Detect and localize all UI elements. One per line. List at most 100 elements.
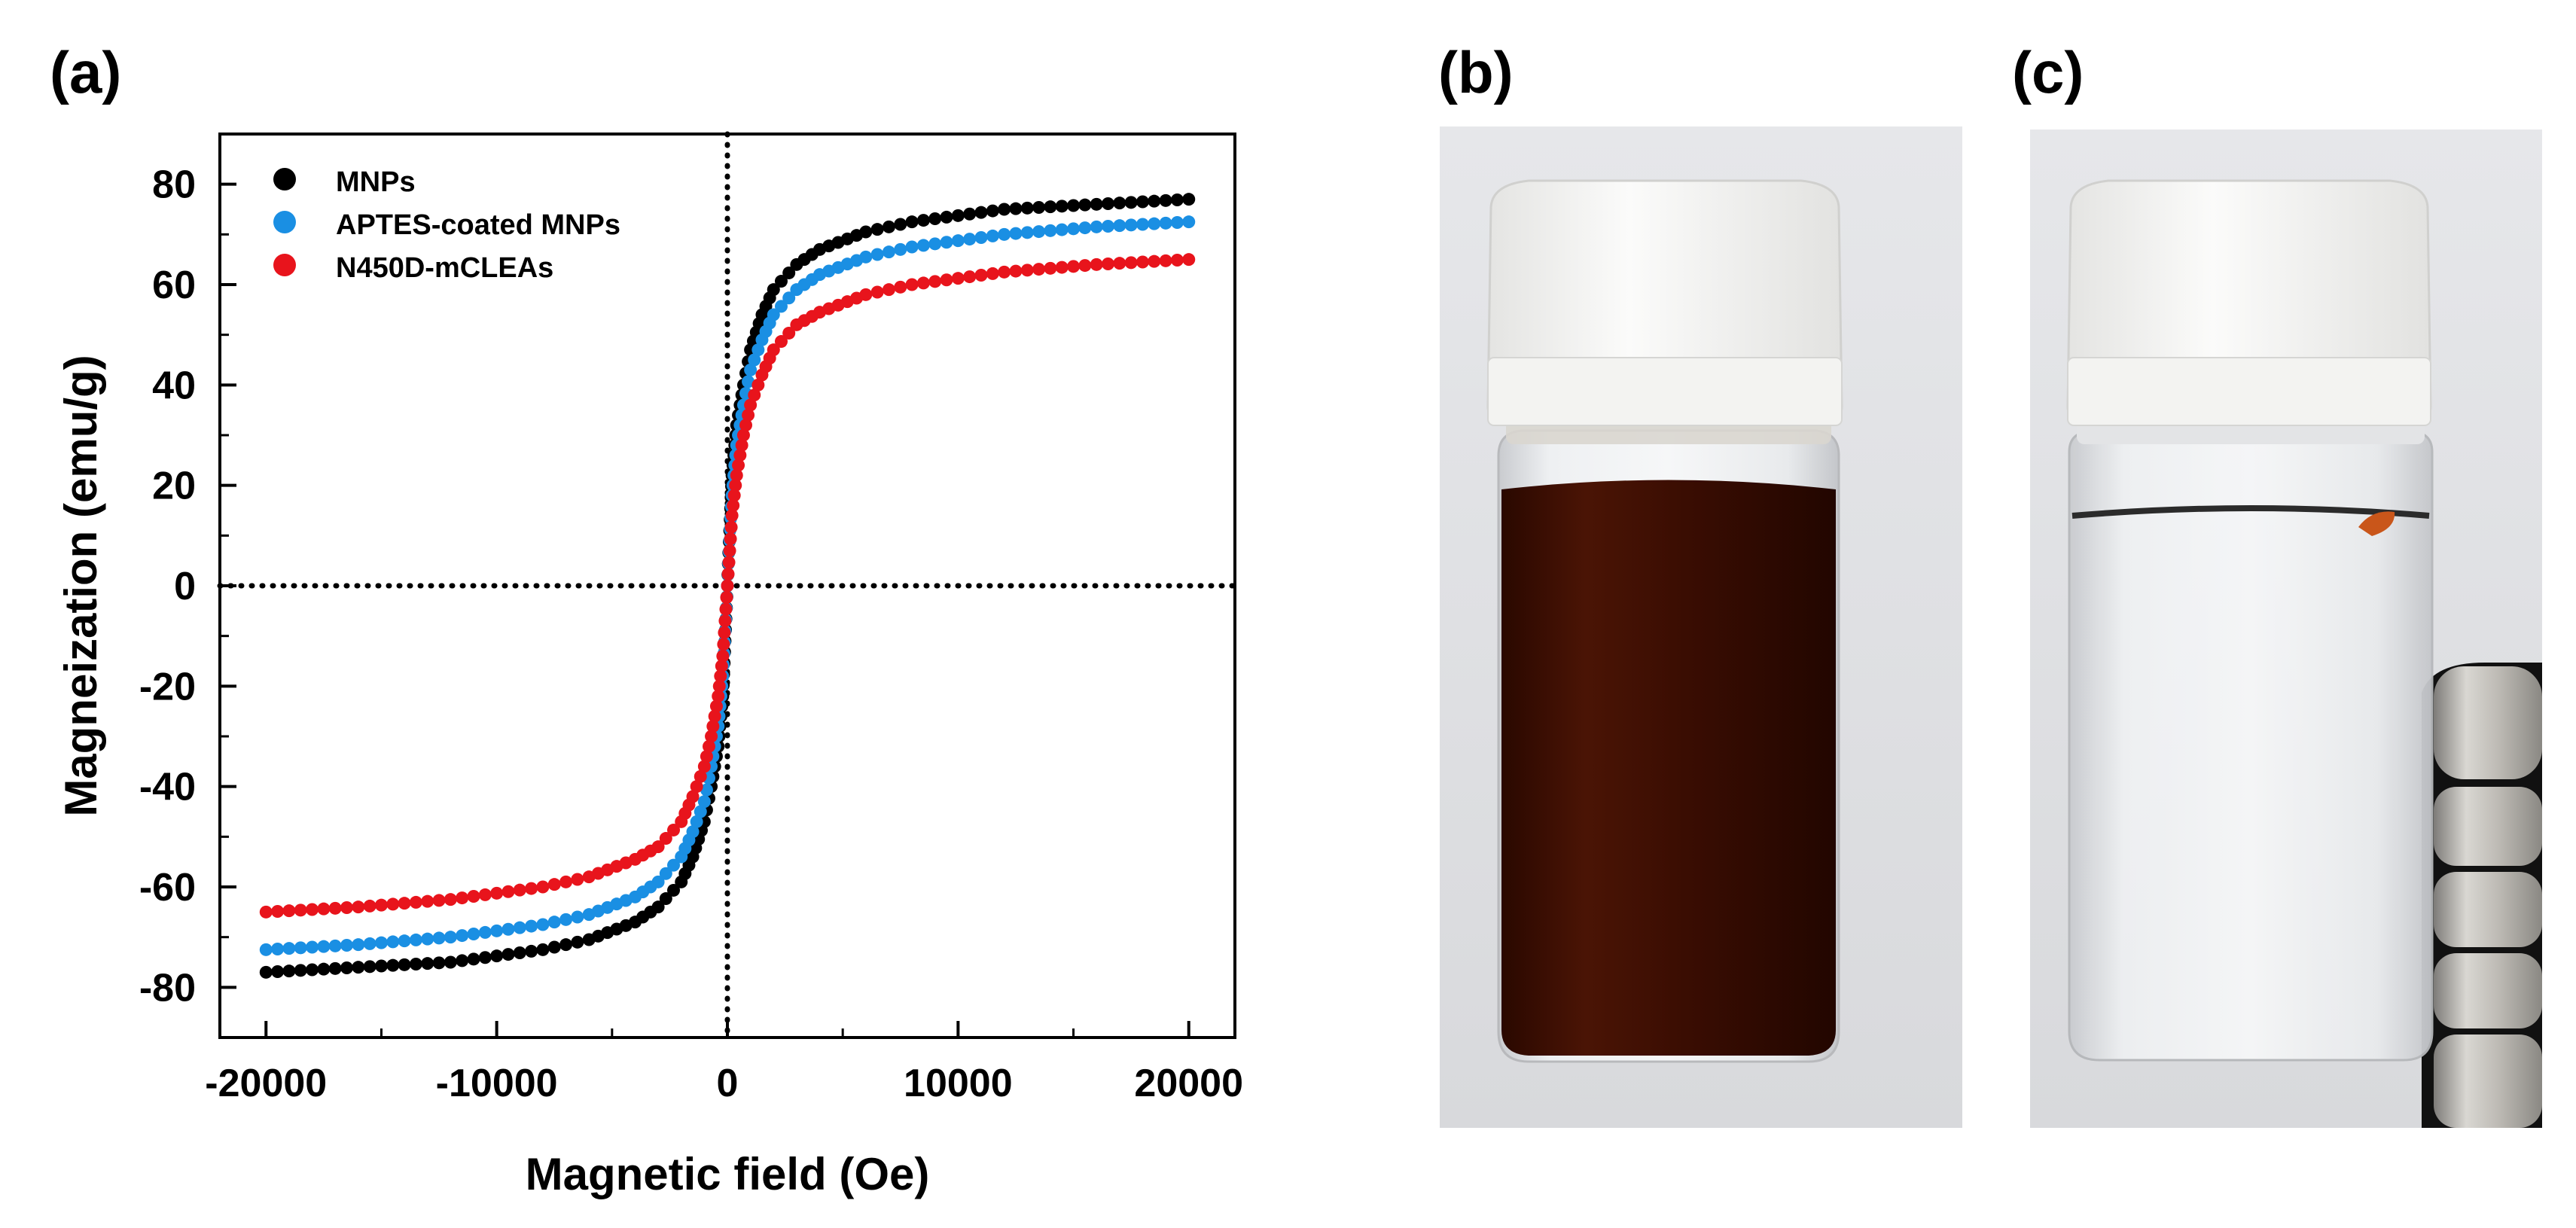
- data-point: [490, 924, 504, 937]
- data-point: [963, 207, 977, 221]
- data-point: [1078, 198, 1092, 212]
- data-point: [363, 899, 376, 913]
- data-point: [859, 225, 873, 239]
- data-point: [916, 239, 930, 252]
- data-point: [697, 760, 711, 773]
- data-point: [306, 903, 319, 916]
- photo-c: [2030, 130, 2542, 1128]
- magnetization-chart: -20000 -10000 0 10000 20000 -80 -60 -40 -20 0 20 40…: [56, 131, 1243, 1199]
- data-point: [717, 638, 730, 651]
- data-point: [667, 858, 681, 872]
- data-point: [894, 218, 907, 231]
- legend-label: APTES-coated MNPs: [336, 209, 620, 241]
- data-point: [714, 669, 727, 683]
- data-point: [386, 958, 400, 972]
- data-point: [736, 428, 750, 442]
- legend-marker: [273, 211, 296, 233]
- data-point: [490, 949, 504, 963]
- data-point: [694, 805, 707, 818]
- data-point: [712, 690, 725, 703]
- legend: MNPs APTES-coated MNPs N450D-mCLEAs: [273, 166, 620, 284]
- data-point: [501, 948, 515, 961]
- data-point: [536, 880, 550, 894]
- data-point: [1182, 215, 1196, 229]
- panel-c-label: (c): [2012, 39, 2084, 105]
- data-point: [513, 921, 526, 934]
- data-point: [742, 375, 755, 389]
- data-point: [1067, 199, 1081, 212]
- y-axis-label: Magneization (emu/g): [56, 355, 106, 816]
- data-point: [1136, 195, 1149, 209]
- data-point: [716, 649, 730, 663]
- data-point: [767, 283, 780, 297]
- data-point: [386, 935, 400, 949]
- data-point: [282, 904, 296, 918]
- data-point: [782, 326, 796, 340]
- data-point: [940, 236, 953, 249]
- data-point: [478, 925, 492, 939]
- data-point: [282, 964, 296, 978]
- data-point: [686, 825, 700, 839]
- data-point: [1102, 197, 1114, 210]
- data-point: [951, 234, 965, 248]
- data-point: [722, 556, 736, 569]
- data-point: [1067, 260, 1081, 273]
- data-point: [340, 939, 353, 952]
- series-2: [259, 253, 1196, 919]
- data-point: [1090, 197, 1103, 211]
- data-point: [1159, 216, 1172, 230]
- data-point: [715, 660, 728, 673]
- data-point: [1044, 224, 1057, 237]
- data-point: [700, 783, 713, 797]
- data-point: [974, 269, 988, 282]
- data-point: [963, 270, 977, 284]
- data-point: [767, 308, 780, 321]
- data-point: [774, 275, 788, 288]
- data-point: [739, 419, 753, 432]
- data-point: [859, 288, 873, 301]
- data-point: [1055, 261, 1069, 274]
- data-point: [700, 750, 713, 763]
- data-point: [718, 626, 731, 639]
- panel-b-label: (b): [1438, 39, 1514, 105]
- brown-suspension: [1501, 480, 1836, 1056]
- data-point: [271, 943, 285, 955]
- data-point: [894, 242, 907, 256]
- data-point: [559, 938, 573, 952]
- data-point: [259, 965, 273, 979]
- data-point: [317, 902, 331, 916]
- data-point: [559, 875, 573, 888]
- data-point: [271, 905, 285, 918]
- x-tick-label: -10000: [436, 1062, 558, 1105]
- data-point: [751, 343, 765, 357]
- data-point: [727, 498, 740, 512]
- data-point: [732, 459, 745, 472]
- data-point: [467, 952, 480, 966]
- y-tick-label: -80: [139, 966, 196, 1010]
- data-point: [916, 276, 930, 290]
- data-point: [478, 951, 492, 964]
- data-point: [525, 944, 538, 958]
- data-point: [725, 509, 739, 523]
- data-point: [1124, 196, 1138, 209]
- data-point: [317, 962, 331, 976]
- data-point: [729, 479, 742, 492]
- data-point: [709, 699, 723, 713]
- data-point: [748, 353, 761, 367]
- data-point: [259, 905, 273, 919]
- data-point: [1148, 217, 1161, 230]
- data-point: [974, 231, 988, 244]
- y-tick-label: -20: [139, 665, 196, 708]
- data-point: [735, 438, 748, 452]
- data-point: [547, 878, 561, 891]
- data-point: [748, 389, 761, 402]
- data-point: [916, 214, 930, 227]
- data-point: [963, 233, 977, 246]
- data-point: [501, 922, 515, 936]
- data-point: [751, 378, 765, 392]
- data-point: [571, 910, 584, 924]
- data-point: [421, 932, 434, 946]
- data-point: [733, 449, 747, 462]
- data-point: [456, 929, 469, 943]
- data-point: [328, 961, 342, 975]
